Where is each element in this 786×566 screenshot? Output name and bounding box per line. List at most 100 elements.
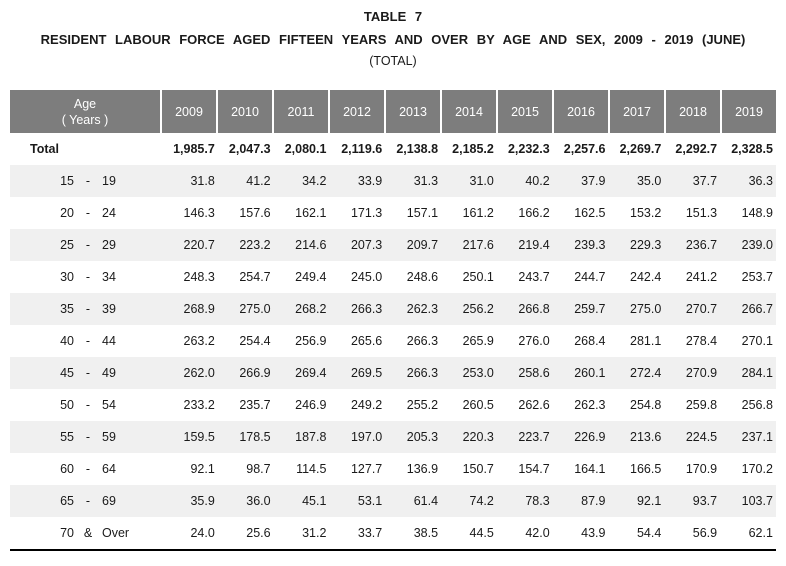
table-row: 70 & Over 24.0 25.6 31.2 33.7 38.5 44.5 42.0 43.9 5…	[10, 517, 776, 549]
value-cell: 266.3	[350, 302, 383, 316]
value-cell: 256.8	[741, 398, 773, 412]
value-cell: 162.1	[295, 206, 327, 220]
value-cell: 259.8	[685, 398, 718, 412]
total-value-cell: 2,119.6	[341, 142, 383, 156]
value-cell: 258.6	[518, 366, 550, 380]
value-cell: 275.0	[239, 302, 271, 316]
year-header: 2017	[610, 90, 666, 133]
age-range-cell: 20-24	[10, 206, 162, 220]
table-row: 35-39 268.9 275.0 268.2 266.3 262.3 256.2 266.8…	[10, 293, 776, 325]
age-separator: &	[83, 526, 93, 540]
value-cell: 266.9	[239, 366, 271, 380]
total-label: Total	[30, 142, 59, 156]
table-title-block: TABLE 7 RESIDENT LABOUR FORCE AGED FIFTE…	[0, 0, 786, 69]
value-cell: 33.9	[357, 174, 383, 188]
table-row: 60-64 92.1 98.7 114.5 127.7 136.9 150.7 154.7 16…	[10, 453, 776, 485]
value-cell: 269.5	[350, 366, 383, 380]
value-cell: 226.9	[574, 430, 606, 444]
value-cell: 43.9	[581, 526, 606, 540]
table-row: 45-49 262.0 266.9 269.4 269.5 266.3 253.0 258.6…	[10, 357, 776, 389]
age-from: 35	[60, 302, 74, 316]
value-cell: 262.3	[406, 302, 439, 316]
age-to: 24	[102, 206, 116, 220]
value-cell: 223.2	[239, 238, 271, 252]
value-cell: 246.9	[295, 398, 327, 412]
age-separator: -	[85, 430, 91, 444]
value-cell: 236.7	[685, 238, 718, 252]
age-from: 15	[60, 174, 74, 188]
age-range-cell: 60-64	[10, 462, 162, 476]
value-cell: 248.6	[406, 270, 439, 284]
value-cell: 260.5	[462, 398, 494, 412]
total-value-cell: 2,232.3	[507, 142, 550, 156]
age-range-cell: 35-39	[10, 302, 162, 316]
age-to: 39	[102, 302, 116, 316]
data-table: Age ( Years ) 2009 2010 2011 2012 2013 2014 20…	[10, 90, 776, 551]
total-value-cell: 2,080.1	[284, 142, 327, 156]
value-cell: 269.4	[295, 366, 327, 380]
age-to: 44	[102, 334, 116, 348]
value-cell: 254.4	[239, 334, 271, 348]
value-cell: 42.0	[525, 526, 550, 540]
year-header: 2010	[218, 90, 274, 133]
total-row: Total 1,985.7 2,047.3 2,080.1 2,119.6 2,138.…	[10, 133, 776, 165]
value-cell: 136.9	[406, 462, 439, 476]
age-to: 19	[102, 174, 116, 188]
value-cell: 170.2	[741, 462, 773, 476]
value-cell: 233.2	[183, 398, 215, 412]
age-range-cell: 25-29	[10, 238, 162, 252]
value-cell: 45.1	[302, 494, 327, 508]
value-cell: 33.7	[357, 526, 383, 540]
value-cell: 260.1	[574, 366, 606, 380]
value-cell: 53.1	[357, 494, 383, 508]
age-to: 59	[102, 430, 116, 444]
table-number-title: TABLE 7	[363, 9, 423, 24]
year-header: 2018	[666, 90, 722, 133]
age-separator: -	[85, 238, 91, 252]
age-separator: -	[85, 334, 91, 348]
age-separator: -	[85, 270, 91, 284]
value-cell: 93.7	[692, 494, 718, 508]
value-cell: 270.7	[685, 302, 718, 316]
value-cell: 219.4	[518, 238, 550, 252]
year-header: 2016	[554, 90, 610, 133]
value-cell: 31.3	[413, 174, 439, 188]
total-value-cell: 2,047.3	[228, 142, 271, 156]
age-from: 30	[60, 270, 74, 284]
age-range-cell: 30-34	[10, 270, 162, 284]
value-cell: 31.2	[302, 526, 327, 540]
value-cell: 255.2	[406, 398, 439, 412]
value-cell: 259.7	[574, 302, 606, 316]
value-cell: 162.5	[574, 206, 606, 220]
value-cell: 207.3	[350, 238, 383, 252]
value-cell: 243.7	[518, 270, 550, 284]
value-cell: 44.5	[469, 526, 494, 540]
value-cell: 38.5	[413, 526, 439, 540]
age-range-cell: 55-59	[10, 430, 162, 444]
value-cell: 266.8	[518, 302, 550, 316]
value-cell: 272.4	[630, 366, 662, 380]
age-from: 40	[60, 334, 74, 348]
value-cell: 245.0	[350, 270, 383, 284]
value-cell: 250.1	[462, 270, 494, 284]
value-cell: 187.8	[295, 430, 327, 444]
value-cell: 54.4	[636, 526, 662, 540]
value-cell: 61.4	[413, 494, 439, 508]
value-cell: 235.7	[239, 398, 271, 412]
year-header: 2011	[274, 90, 330, 133]
value-cell: 266.7	[741, 302, 773, 316]
value-cell: 25.6	[246, 526, 271, 540]
table-row: 20-24 146.3 157.6 162.1 171.3 157.1 161.2 166.2…	[10, 197, 776, 229]
value-cell: 127.7	[350, 462, 383, 476]
table-subtitle: (TOTAL)	[369, 54, 417, 68]
value-cell: 223.7	[518, 430, 550, 444]
value-cell: 242.4	[630, 270, 662, 284]
value-cell: 254.8	[630, 398, 662, 412]
value-cell: 266.3	[406, 334, 439, 348]
value-cell: 166.2	[518, 206, 550, 220]
value-cell: 56.9	[692, 526, 718, 540]
total-value-cell: 2,269.7	[619, 142, 662, 156]
value-cell: 281.1	[630, 334, 662, 348]
value-cell: 92.1	[636, 494, 662, 508]
year-header: 2019	[722, 90, 776, 133]
